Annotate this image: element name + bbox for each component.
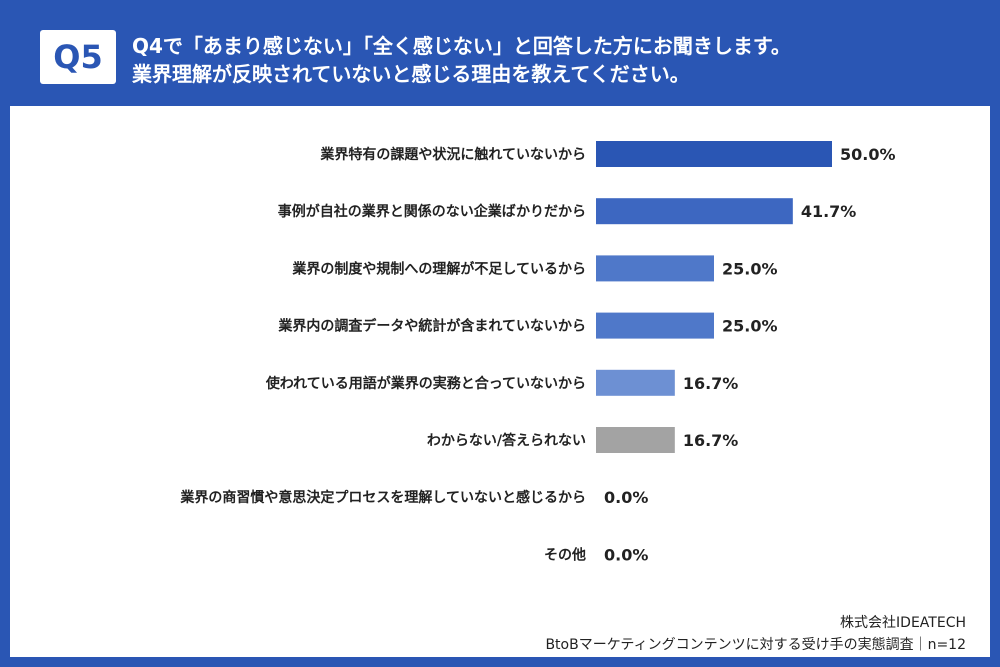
question-title-line-2: 業界理解が反映されていないと感じる理由を教えてください。 (132, 62, 690, 86)
question-number-badge: Q5 (40, 30, 116, 84)
question-number: Q5 (53, 38, 103, 76)
category-label: 業界の制度や規制への理解が不足しているから (291, 260, 586, 277)
category-label: 使われている用語が業界の実務と合っていないから (265, 375, 586, 392)
category-label: 業界特有の課題や状況に触れていないから (319, 146, 586, 163)
question-title: Q4で「あまり感じない」「全く感じない」と回答した方にお聞きします。 業界理解が… (132, 32, 982, 88)
bar (596, 255, 714, 282)
company-credit: 株式会社IDEATECH (840, 615, 966, 631)
category-label: その他 (544, 546, 586, 563)
bar-chart: 業界特有の課題や状況に触れていないから 50.0% 事例が自社の業界と関係のない企業… (179, 141, 896, 564)
chart-panel: 業界特有の課題や状況に触れていないから 50.0% 事例が自社の業界と関係のない企業… (10, 106, 990, 657)
question-header: Q5 Q4で「あまり感じない」「全く感じない」と回答した方にお聞きします。 業界… (0, 0, 1000, 106)
value-label: 16.7% (683, 374, 739, 393)
category-label: 業界の商習慣や意思決定プロセスを理解していないと感じるから (179, 489, 586, 506)
survey-source: BtoBマーケティングコンテンツに対する受け手の実態調査｜n=12 (545, 637, 966, 653)
value-label: 16.7% (683, 431, 739, 450)
category-label: わからない/答えられない (427, 432, 586, 449)
value-label: 25.0% (722, 259, 778, 278)
category-label: 業界内の調査データや統計が含まれていないから (277, 318, 586, 335)
value-label: 0.0% (604, 488, 648, 507)
bar (596, 198, 793, 225)
value-label: 25.0% (722, 317, 778, 336)
bar (596, 369, 675, 396)
bar (596, 141, 832, 167)
category-label: 事例が自社の業界と関係のない企業ばかりだから (278, 203, 586, 220)
value-label: 0.0% (604, 545, 648, 564)
bar (596, 312, 714, 339)
value-label: 50.0% (840, 145, 896, 164)
question-title-line-1: Q4で「あまり感じない」「全く感じない」と回答した方にお聞きします。 (132, 34, 791, 58)
value-label: 41.7% (801, 202, 857, 221)
bar (596, 427, 675, 453)
